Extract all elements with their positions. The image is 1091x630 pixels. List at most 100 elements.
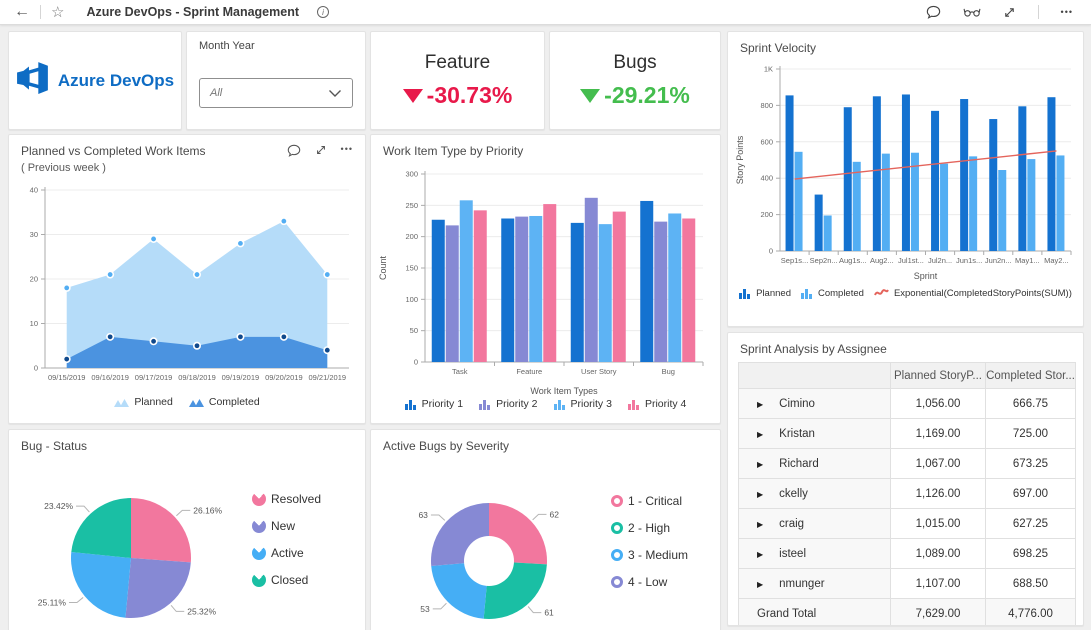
month-year-value: All (210, 87, 223, 99)
month-year-label: Month Year (199, 40, 255, 52)
svg-text:09/21/2019: 09/21/2019 (309, 373, 347, 382)
table-row[interactable]: ▶ craig 1,015.00 627.25 (738, 508, 1076, 539)
card-title: Active Bugs by Severity (383, 439, 510, 453)
row-expand-icon[interactable]: ▶ (757, 399, 764, 409)
svg-text:40: 40 (30, 186, 38, 195)
comment-icon[interactable] (926, 5, 941, 19)
svg-text:Feature: Feature (516, 367, 542, 376)
assignee-name: nmunger (779, 577, 825, 590)
info-icon[interactable]: i (317, 6, 329, 18)
table-row[interactable]: ▶ ckelly 1,126.00 697.00 (738, 478, 1076, 509)
table-cell: 627.25 (985, 508, 1076, 539)
planned-vs-completed-chart: 0 10 20 30 40 09/15/2019 09/16/2019 09/17/2019 0… (13, 182, 365, 394)
svg-text:0: 0 (414, 358, 418, 367)
legend-item-priority-3[interactable]: Priority 3 (553, 398, 612, 410)
table-cell: 1,067.00 (890, 448, 986, 479)
svg-text:400: 400 (760, 174, 773, 183)
legend-item-4-low[interactable]: 4 - Low (611, 575, 688, 589)
table-cell: 688.50 (985, 568, 1076, 599)
legend-label: Resolved (271, 492, 322, 506)
more-options-icon[interactable]: ••• (1060, 6, 1073, 17)
svg-text:May1...: May1... (1015, 256, 1040, 265)
preview-glasses-icon[interactable] (963, 6, 981, 18)
area-legend-icon (114, 398, 130, 407)
svg-text:63: 63 (418, 510, 428, 520)
legend-item-completed[interactable]: Completed (188, 396, 260, 408)
bug-status-legend: Resolved New Active Closed (252, 492, 321, 587)
kpi-feature-card: Feature -30.73% (370, 31, 545, 130)
planned-column-header[interactable]: Planned StoryP... (890, 362, 986, 389)
row-expand-icon[interactable]: ▶ (757, 549, 764, 559)
row-expand-icon[interactable]: ▶ (757, 429, 764, 439)
assignee-name: isteel (779, 547, 807, 560)
row-expand-icon[interactable]: ▶ (757, 579, 764, 589)
down-triangle-icon (580, 88, 601, 103)
svg-text:25.11%: 25.11% (38, 598, 67, 608)
svg-text:Count: Count (378, 256, 388, 281)
month-year-dropdown[interactable]: All (199, 78, 353, 108)
maximize-icon[interactable] (315, 144, 327, 157)
legend-label: New (271, 519, 296, 533)
legend-label: Completed (208, 396, 260, 408)
legend-label: Planned (756, 287, 791, 299)
table-row[interactable]: ▶ isteel 1,089.00 698.25 (738, 538, 1076, 569)
svg-text:Task: Task (452, 367, 468, 376)
logo-text: Azure DevOps (57, 70, 175, 90)
svg-text:0: 0 (769, 247, 773, 256)
back-icon[interactable]: ← (14, 3, 30, 20)
legend-label: Priority 1 (421, 398, 464, 410)
row-expand-icon[interactable]: ▶ (757, 489, 764, 499)
legend-item-1-critical[interactable]: 1 - Critical (611, 494, 688, 508)
table-cell: 698.25 (985, 538, 1076, 569)
legend-item-priority-1[interactable]: Priority 1 (404, 398, 464, 410)
legend-item-planned[interactable]: Planned (114, 396, 173, 408)
table-row[interactable]: ▶ Richard 1,067.00 673.25 (738, 448, 1076, 479)
legend-item-closed[interactable]: Closed (252, 573, 321, 587)
legend-label: Priority 2 (496, 398, 538, 410)
pie-legend-icon (252, 492, 266, 506)
row-expand-icon[interactable]: ▶ (757, 519, 764, 529)
planned-vs-completed-card: Planned vs Completed Work Items ••• ( Pr… (8, 134, 366, 424)
svg-text:0: 0 (34, 364, 38, 373)
pie-legend-icon (252, 519, 266, 533)
area-legend-icon (188, 398, 204, 407)
table-row[interactable]: ▶ Cimino 1,056.00 666.75 (738, 388, 1076, 419)
legend-item-3-medium[interactable]: 3 - Medium (611, 548, 688, 562)
sprint-analysis-table: Planned StoryP... Completed Stor... ▶ Cim… (738, 362, 1076, 625)
bugs-severity-card: Active Bugs by Severity 62 61 53 63 1 - Cri… (370, 429, 721, 630)
legend-item-completed[interactable]: Completed (800, 287, 864, 299)
svg-text:50: 50 (410, 326, 418, 335)
legend-label: 3 - Medium (628, 548, 689, 562)
row-expand-icon[interactable]: ▶ (757, 459, 764, 469)
legend-item-planned[interactable]: Planned (739, 287, 791, 299)
svg-text:Sep2n...: Sep2n... (810, 256, 838, 265)
legend-item-priority-4[interactable]: Priority 4 (627, 398, 686, 410)
legend-item-active[interactable]: Active (252, 546, 321, 560)
azure-devops-logo-icon (16, 61, 50, 100)
legend-item-resolved[interactable]: Resolved (252, 492, 321, 506)
more-options-icon[interactable]: ••• (340, 144, 353, 154)
pie-legend-icon (252, 573, 266, 587)
bar-legend-icon (739, 289, 751, 299)
legend-item-priority-2[interactable]: Priority 2 (479, 398, 538, 410)
expand-icon[interactable] (1003, 6, 1016, 19)
svg-text:09/20/2019: 09/20/2019 (265, 373, 303, 382)
assignee-name: Kristan (779, 427, 815, 440)
assignee-name: craig (779, 517, 805, 530)
comment-icon[interactable] (287, 144, 301, 157)
legend-item-exponential-completedstorypoints-sum-[interactable]: Exponential(CompletedStoryPoints(SUM)) (874, 288, 1072, 299)
table-row[interactable]: ▶ Kristan 1,169.00 725.00 (738, 418, 1076, 449)
kpi-bugs-title: Bugs (613, 52, 657, 73)
table-row[interactable]: ▶ nmunger 1,107.00 688.50 (738, 568, 1076, 599)
svg-text:1K: 1K (764, 65, 773, 74)
legend-item-2-high[interactable]: 2 - High (611, 521, 688, 535)
svg-text:100: 100 (405, 295, 418, 304)
completed-column-header[interactable]: Completed Stor... (985, 362, 1076, 389)
favorite-star-icon[interactable]: ☆ (51, 3, 65, 21)
legend-item-new[interactable]: New (252, 519, 321, 533)
svg-text:09/17/2019: 09/17/2019 (135, 373, 173, 382)
pie-legend-icon (252, 546, 266, 560)
svg-text:May2...: May2... (1044, 256, 1069, 265)
svg-text:25.32%: 25.32% (187, 606, 216, 616)
